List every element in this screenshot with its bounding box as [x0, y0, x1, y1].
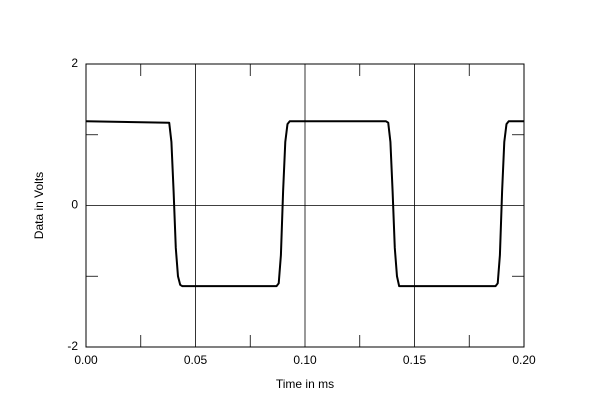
- x-tick-label: 0.00: [74, 353, 98, 367]
- x-tick-label: 0.15: [403, 353, 427, 367]
- x-axis-label: Time in ms: [276, 377, 334, 391]
- x-tick-label: 0.20: [512, 353, 536, 367]
- plot-frame: [85, 63, 525, 348]
- y-tick-label: 0: [71, 198, 78, 212]
- y-axis-label: Data in Volts: [32, 172, 46, 239]
- x-tick-label: 0.10: [293, 353, 317, 367]
- y-tick-label: 2: [71, 56, 78, 70]
- y-tick-label: -2: [67, 339, 78, 353]
- x-tick-label: 0.05: [184, 353, 208, 367]
- data-line: [85, 120, 524, 288]
